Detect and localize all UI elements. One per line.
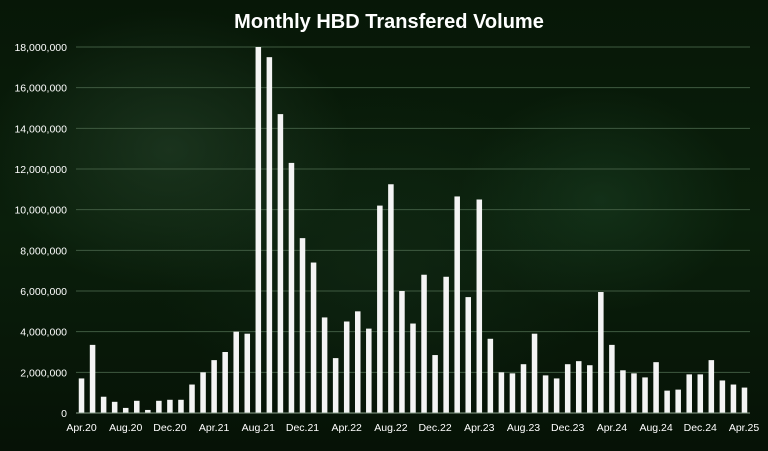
bar-jan-23: [443, 276, 449, 413]
bar-apr-21: [211, 360, 217, 413]
x-axis-ticks: Apr.20 Aug.20 Dec.20 Apr.21 Aug.21 Dec.21 Apr.…: [66, 422, 759, 434]
bar-may-21: [222, 352, 228, 413]
x-tick-label: Apr.23: [464, 422, 495, 434]
bar-nov-22: [421, 274, 427, 413]
bar-jul-22: [377, 205, 383, 413]
bar-dec-21: [299, 238, 306, 413]
y-tick-label: 8,000,000: [20, 245, 67, 257]
bar-mar-22: [332, 358, 339, 413]
bar-dec-24: [697, 374, 704, 413]
x-tick-label: Dec.24: [684, 422, 717, 434]
y-tick-label: 16,000,000: [14, 83, 67, 95]
x-tick-label: Aug.22: [374, 422, 407, 434]
bar-nov-21: [288, 162, 295, 413]
bar-jul-20: [111, 401, 118, 413]
y-tick-label: 4,000,000: [20, 327, 67, 339]
bar-may-20: [89, 344, 96, 413]
bar-apr-22: [343, 321, 350, 413]
bar-jun-24: [631, 373, 637, 413]
bar-may-24: [620, 370, 626, 413]
bar-apr-24: [609, 344, 615, 413]
bar-aug-22: [388, 184, 394, 413]
bar-mar-24: [598, 292, 604, 413]
bar-sep-20: [134, 400, 140, 413]
bar-aug-21: [255, 47, 262, 413]
bar-dec-22: [432, 355, 438, 413]
bar-sep-24: [664, 390, 670, 413]
y-tick-label: 6,000,000: [20, 286, 67, 298]
x-tick-label: Dec.20: [153, 422, 186, 434]
x-tick-label: Dec.22: [418, 422, 451, 434]
x-tick-label: Dec.23: [551, 422, 584, 434]
chart-title: Monthly HBD Transfered Volume: [234, 11, 544, 33]
bar-dec-23: [564, 364, 571, 413]
bar-apr-20: [78, 378, 85, 413]
x-tick-label: Apr.20: [66, 422, 97, 434]
bar-jun-20: [100, 396, 107, 413]
x-tick-label: Apr.21: [199, 422, 230, 434]
bar-jul-21: [244, 333, 251, 413]
bar-aug-23: [520, 364, 527, 413]
bar-feb-24: [587, 365, 593, 413]
bar-mar-25: [730, 384, 737, 413]
bar-apr-23: [476, 199, 483, 413]
bar-jun-21: [233, 331, 239, 413]
bar-feb-21: [189, 384, 195, 413]
bar-feb-23: [454, 196, 460, 413]
bar-nov-23: [553, 378, 560, 413]
y-tick-label: 12,000,000: [14, 164, 67, 176]
bar-mar-21: [200, 372, 206, 413]
bars: [78, 47, 748, 414]
bar-may-22: [354, 311, 361, 413]
bar-aug-24: [653, 362, 659, 413]
y-tick-label: 2,000,000: [20, 367, 67, 379]
x-tick-label: Aug.20: [109, 422, 142, 434]
bar-jul-24: [642, 377, 648, 413]
y-tick-label: 10,000,000: [14, 205, 67, 217]
bar-sep-22: [399, 291, 405, 413]
bar-oct-20: [145, 409, 151, 413]
gridlines: [76, 46, 750, 373]
bar-oct-22: [410, 323, 416, 413]
bar-oct-24: [675, 389, 681, 413]
x-tick-label: Aug.24: [639, 422, 672, 434]
x-tick-label: Aug.21: [242, 422, 275, 434]
bar-jan-25: [708, 360, 715, 413]
bar-may-23: [487, 338, 494, 413]
bar-jan-24: [575, 361, 582, 413]
bar-sep-23: [531, 333, 538, 413]
bar-mar-23: [465, 297, 472, 413]
bar-apr-25: [741, 387, 748, 413]
x-tick-label: Apr.22: [332, 422, 363, 434]
bar-oct-23: [542, 375, 549, 413]
bar-dec-20: [167, 399, 173, 413]
bar-sep-21: [266, 57, 273, 414]
x-tick-label: Apr.24: [597, 422, 628, 434]
bar-jan-21: [178, 399, 184, 413]
x-tick-label: Dec.21: [286, 422, 319, 434]
y-axis-ticks: 0 2,000,000 4,000,000 6,000,000 8,000,000 10,…: [14, 42, 67, 420]
y-tick-label: 18,000,000: [14, 42, 67, 54]
bar-oct-21: [277, 114, 284, 413]
bar-aug-20: [122, 407, 129, 413]
bar-jun-22: [366, 328, 372, 413]
x-tick-label: Aug.23: [507, 422, 540, 434]
bar-nov-24: [686, 374, 692, 413]
bar-nov-20: [156, 400, 162, 413]
bar-jul-23: [509, 373, 516, 413]
bar-feb-25: [719, 380, 726, 413]
bar-feb-22: [321, 317, 328, 413]
bar-jun-23: [498, 372, 505, 413]
y-tick-label: 0: [61, 408, 67, 420]
x-tick-label: Apr.25: [729, 422, 760, 434]
bar-jan-22: [310, 262, 317, 413]
y-tick-label: 14,000,000: [14, 123, 67, 135]
